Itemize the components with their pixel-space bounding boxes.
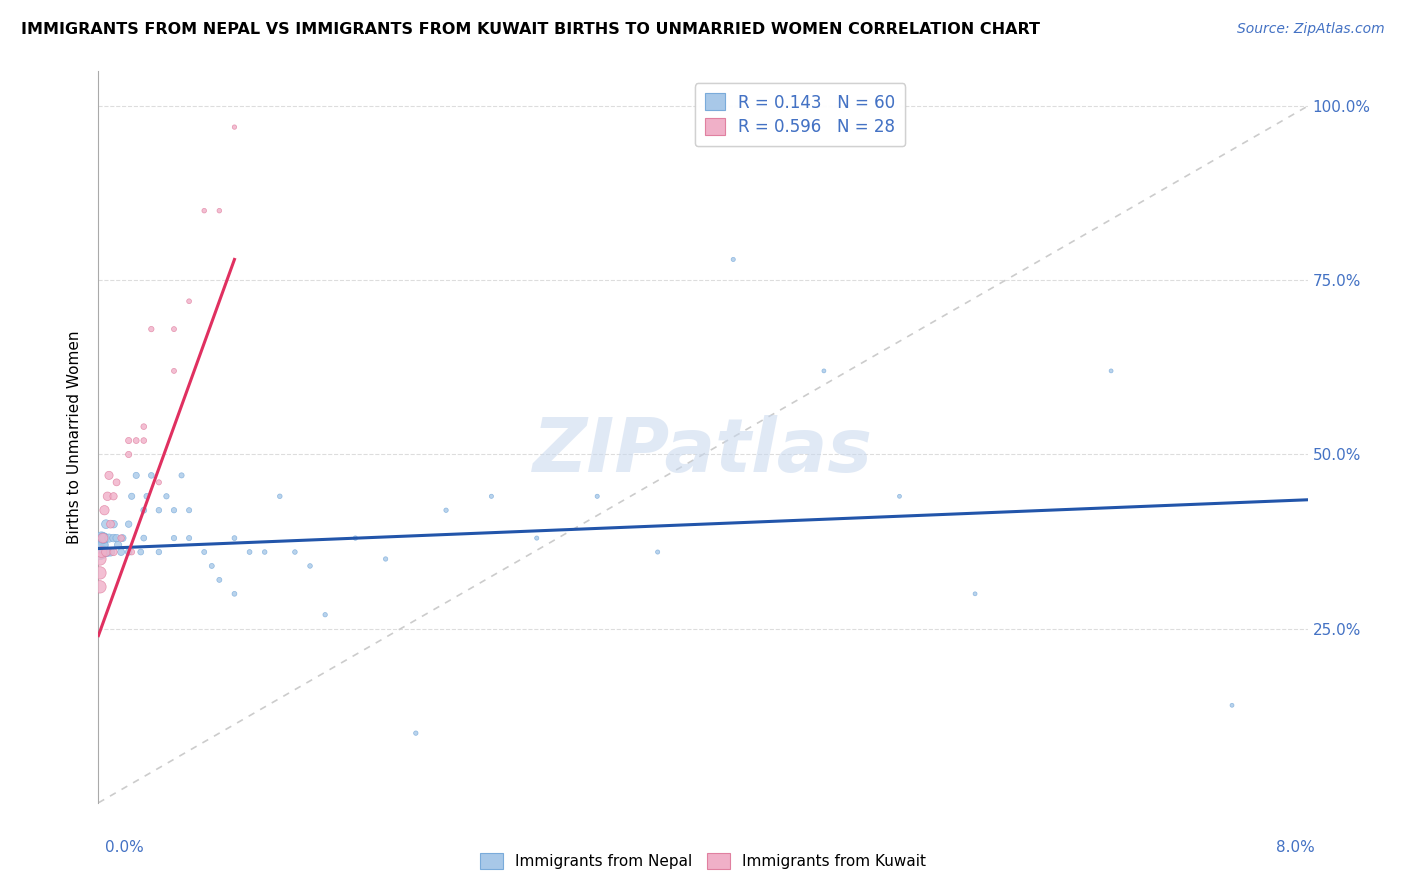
Legend: Immigrants from Nepal, Immigrants from Kuwait: Immigrants from Nepal, Immigrants from K… (474, 847, 932, 875)
Point (170, 468, 193, 483)
Point (253, 545, 276, 559)
Point (118, 448, 141, 462)
Point (224, 531, 246, 545)
Point (89, 580, 111, 594)
Text: 8.0%: 8.0% (1275, 840, 1315, 855)
Point (163, 531, 186, 545)
Point (434, 503, 457, 517)
Point (110, 545, 132, 559)
Point (813, 364, 835, 378)
Text: ZIPatlas: ZIPatlas (533, 415, 873, 488)
Point (299, 558, 322, 573)
Point (163, 322, 186, 336)
Point (269, 489, 291, 503)
Point (100, 545, 122, 559)
Point (132, 419, 155, 434)
Point (141, 468, 163, 483)
Text: 0.0%: 0.0% (105, 840, 145, 855)
Point (89, 538, 111, 552)
Point (155, 489, 177, 503)
Point (193, 203, 215, 218)
Point (93, 545, 115, 559)
Point (103, 517, 125, 532)
Point (1099, 364, 1122, 378)
Point (179, 294, 201, 309)
Point (405, 726, 427, 740)
Point (93, 503, 115, 517)
Point (94, 517, 117, 532)
Point (647, 545, 669, 559)
Point (132, 531, 155, 545)
Point (96, 545, 118, 559)
Point (374, 552, 396, 566)
Point (208, 573, 231, 587)
Point (135, 489, 157, 503)
Point (163, 364, 186, 378)
Point (344, 531, 367, 545)
Point (94, 545, 117, 559)
Point (1220, 698, 1243, 713)
Point (201, 558, 224, 573)
Point (132, 503, 155, 517)
Point (103, 545, 125, 559)
Point (107, 538, 129, 552)
Legend: R = 0.143   N = 60, R = 0.596   N = 28: R = 0.143 N = 60, R = 0.596 N = 28 (695, 83, 905, 146)
Point (100, 517, 122, 532)
Point (98, 531, 121, 545)
Point (208, 203, 231, 218)
Point (723, 252, 745, 267)
Point (284, 545, 307, 559)
Point (93, 531, 115, 545)
Point (125, 434, 148, 448)
Point (179, 503, 201, 517)
Point (889, 489, 911, 503)
Point (586, 489, 609, 503)
Point (111, 531, 134, 545)
Point (121, 489, 143, 503)
Point (96, 489, 118, 503)
Point (193, 545, 215, 559)
Point (91, 531, 114, 545)
Point (163, 503, 186, 517)
Point (141, 322, 163, 336)
Point (90, 531, 112, 545)
Point (91, 531, 114, 545)
Point (89, 566, 111, 580)
Point (103, 489, 125, 503)
Point (91, 538, 114, 552)
Point (110, 531, 132, 545)
Point (314, 607, 336, 622)
Point (239, 545, 262, 559)
Point (481, 489, 503, 503)
Point (118, 545, 141, 559)
Point (105, 475, 128, 490)
Point (98, 468, 121, 483)
Point (89, 552, 111, 566)
Point (132, 434, 155, 448)
Point (148, 475, 170, 490)
Point (90, 545, 112, 559)
Point (148, 545, 170, 559)
Point (125, 468, 148, 483)
Point (118, 517, 141, 532)
Point (103, 531, 125, 545)
Point (105, 531, 128, 545)
Point (224, 120, 246, 134)
Point (129, 545, 152, 559)
Point (118, 434, 141, 448)
Point (224, 587, 246, 601)
Y-axis label: Births to Unmarried Women: Births to Unmarried Women (67, 330, 83, 544)
Text: Source: ZipAtlas.com: Source: ZipAtlas.com (1237, 22, 1385, 37)
Text: IMMIGRANTS FROM NEPAL VS IMMIGRANTS FROM KUWAIT BIRTHS TO UNMARRIED WOMEN CORREL: IMMIGRANTS FROM NEPAL VS IMMIGRANTS FROM… (21, 22, 1040, 37)
Point (90, 545, 112, 559)
Point (121, 545, 143, 559)
Point (148, 503, 170, 517)
Point (89, 545, 111, 559)
Point (179, 531, 201, 545)
Point (526, 531, 548, 545)
Point (965, 587, 987, 601)
